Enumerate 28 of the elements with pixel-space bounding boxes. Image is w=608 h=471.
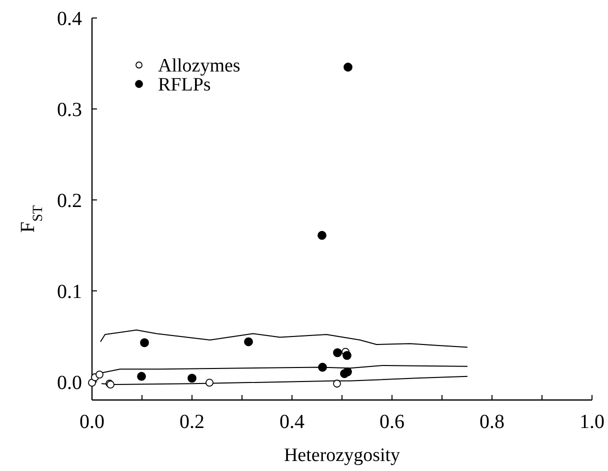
- point: [318, 230, 326, 240]
- x-axis-title: Heterozygosity: [284, 445, 401, 466]
- x-tick-label: 0.4: [280, 411, 304, 433]
- point: [333, 348, 342, 358]
- y-tick-label: 0.2: [57, 190, 82, 212]
- point: [244, 337, 253, 346]
- x-tick-label: 0.6: [380, 411, 404, 433]
- x-tick-label: 1.0: [580, 411, 604, 433]
- point: [333, 380, 341, 388]
- x-tick-label: 0.2: [180, 411, 204, 433]
- y-tick-label: 0.4: [57, 8, 82, 30]
- x-tick-label: 0.0: [80, 411, 104, 433]
- point: [140, 338, 149, 348]
- y-tick-label: 0.0: [57, 372, 82, 394]
- point: [188, 374, 196, 383]
- point: [342, 350, 352, 360]
- point: [343, 367, 352, 376]
- x-tick-label: 0.8: [480, 411, 504, 433]
- point: [137, 372, 146, 381]
- y-tick-label: 0.3: [57, 98, 82, 121]
- point: [318, 362, 327, 372]
- line-series: [100, 329, 468, 348]
- legend-label: RFLPs: [158, 74, 211, 96]
- point: [96, 370, 104, 378]
- point: [206, 378, 214, 387]
- point: [344, 62, 352, 72]
- y-tick-label: 0.1: [57, 280, 82, 303]
- legend-label: Allozymes: [158, 56, 240, 77]
